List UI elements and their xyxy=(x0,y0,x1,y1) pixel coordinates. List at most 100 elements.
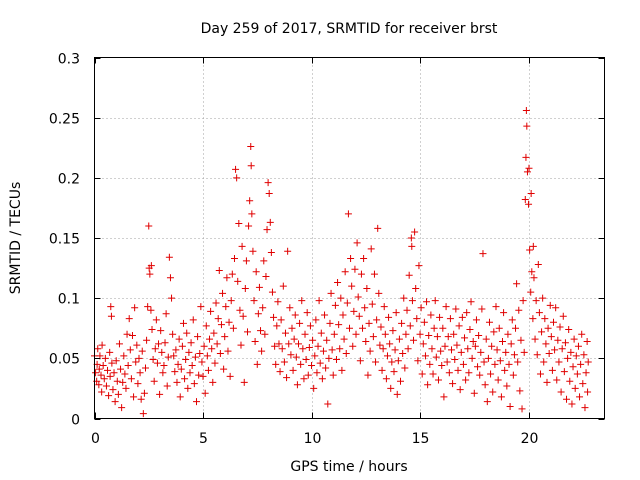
data-point xyxy=(508,316,516,324)
data-point xyxy=(581,404,589,412)
data-point xyxy=(132,358,140,366)
data-point xyxy=(523,168,531,176)
data-point xyxy=(290,335,298,343)
data-point xyxy=(216,350,224,358)
data-point xyxy=(412,285,420,293)
data-point xyxy=(156,390,164,398)
data-point xyxy=(236,306,244,314)
data-point xyxy=(260,257,268,265)
data-point xyxy=(349,342,357,350)
data-point xyxy=(295,340,302,348)
data-point xyxy=(530,274,538,282)
data-point xyxy=(546,301,554,309)
data-point xyxy=(418,370,426,378)
data-point xyxy=(324,400,332,408)
data-point xyxy=(533,351,541,359)
data-point xyxy=(108,359,116,367)
data-point xyxy=(580,351,588,359)
data-point xyxy=(299,345,307,353)
data-point xyxy=(373,316,381,324)
data-point xyxy=(518,405,526,413)
data-point xyxy=(386,340,394,348)
data-point xyxy=(247,143,255,151)
data-point xyxy=(126,346,134,354)
data-point xyxy=(310,384,318,392)
y-tick-label: 0.05 xyxy=(49,352,80,368)
data-point xyxy=(146,270,154,278)
data-point xyxy=(352,330,360,338)
data-point xyxy=(522,153,530,161)
data-point xyxy=(471,342,479,350)
data-point xyxy=(391,346,399,354)
data-point xyxy=(376,341,384,349)
data-point xyxy=(429,370,437,378)
data-point xyxy=(428,345,436,353)
data-point xyxy=(364,371,372,379)
data-point xyxy=(438,362,446,370)
data-point xyxy=(348,282,356,290)
data-point xyxy=(140,389,148,397)
data-point xyxy=(576,393,584,401)
data-point xyxy=(99,362,107,370)
data-point xyxy=(503,382,511,390)
data-point xyxy=(165,253,173,261)
x-axis-label: GPS time / hours xyxy=(290,459,407,475)
data-point xyxy=(394,357,402,365)
data-point xyxy=(148,325,156,333)
data-point xyxy=(472,316,480,324)
y-tick-label: 0.3 xyxy=(58,52,80,68)
data-point xyxy=(558,345,566,353)
data-point xyxy=(383,352,391,360)
data-point xyxy=(393,390,401,398)
data-point xyxy=(131,304,139,312)
data-point xyxy=(560,368,568,376)
data-point xyxy=(258,347,266,355)
data-point xyxy=(395,335,403,343)
data-point xyxy=(584,358,592,366)
data-point xyxy=(114,390,122,398)
data-point xyxy=(115,340,123,348)
data-point xyxy=(318,375,326,383)
data-point xyxy=(280,358,288,366)
data-point xyxy=(342,350,350,358)
data-point xyxy=(583,337,591,345)
data-point xyxy=(550,318,557,326)
data-point xyxy=(228,270,236,278)
data-point xyxy=(448,346,455,354)
data-point xyxy=(479,250,487,258)
data-point xyxy=(105,392,113,400)
data-point xyxy=(109,386,117,394)
y-tick-label: 0.2 xyxy=(58,172,80,188)
data-point xyxy=(128,331,136,339)
data-point xyxy=(230,254,238,262)
y-tick-label: 0.25 xyxy=(49,112,80,128)
data-point xyxy=(374,224,382,232)
data-point xyxy=(331,301,339,309)
data-point xyxy=(314,342,322,350)
data-point xyxy=(182,356,190,364)
data-point xyxy=(143,336,151,344)
data-point xyxy=(360,254,368,262)
data-point xyxy=(477,348,485,356)
data-point xyxy=(254,310,262,318)
data-point xyxy=(309,336,317,344)
data-point xyxy=(433,333,441,341)
data-point xyxy=(281,329,289,337)
data-point xyxy=(547,333,555,341)
data-point xyxy=(411,228,419,236)
data-point xyxy=(155,340,163,348)
data-point xyxy=(437,347,445,355)
data-point xyxy=(95,381,103,389)
data-point xyxy=(273,322,281,330)
data-point xyxy=(110,369,118,377)
data-point xyxy=(149,356,157,364)
data-point xyxy=(456,386,464,394)
data-point xyxy=(362,337,370,345)
data-point xyxy=(246,197,254,205)
data-point xyxy=(439,324,447,332)
data-point xyxy=(385,313,393,321)
data-point xyxy=(118,404,126,412)
data-point xyxy=(499,337,506,345)
data-point xyxy=(444,333,452,341)
data-point xyxy=(379,345,387,353)
